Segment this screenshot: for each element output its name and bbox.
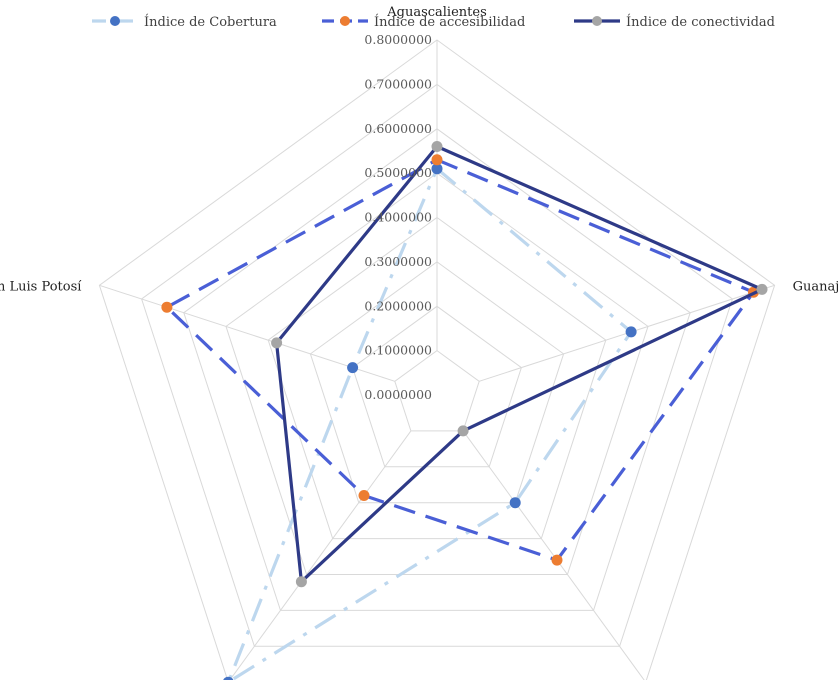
category-label-san-luis-potosi: San Luis Potosí [0,279,82,294]
data-point [431,163,443,175]
tick-label: 0.4000000 [364,210,432,225]
series-line [226,167,633,684]
grid-ring [352,305,522,468]
tick-label: 0.6000000 [364,121,432,136]
category-label-aguascalientes: Aguascalientes [386,5,487,20]
legend-swatch-marker [592,16,602,26]
tick-label: 0.5000000 [364,165,432,180]
series-line [165,158,756,562]
data-point [431,154,443,166]
legend-swatch-marker [340,16,350,26]
legend: Índice de Cobertura Índice de accesibilid… [92,14,775,30]
grid-ring [394,349,480,432]
grid-ring [183,128,691,611]
legend-item-indice-de-cobertura: Índice de Cobertura [92,14,277,30]
category-labels: AguascalientesGuanajuatoJaliscoQuerétaro… [0,5,839,294]
data-point [347,362,359,374]
data-point [551,554,563,566]
legend-item-indice-de-conectividad: Índice de conectividad [574,14,775,30]
grid-ring [309,261,565,504]
series-line [275,144,764,584]
tick-label: 0.2000000 [364,298,432,313]
grid-ring [225,172,649,575]
data-point [295,576,307,588]
data-point [625,326,637,338]
data-point [358,490,370,501]
category-label-guanajuato: Guanajuato [793,279,839,294]
radar-grid [98,39,776,683]
tick-label: 0.7000000 [364,76,432,91]
grid-spoke [99,284,395,382]
legend-item-indice-de-accesibilidad: Índice de accesibilidad [322,14,525,30]
tick-label: 0.1000000 [364,343,432,358]
data-point [756,283,768,295]
data-point [457,425,469,437]
tick-label: 0.3000000 [364,254,432,269]
tick-label: 0.0000000 [364,387,432,402]
axis-tick-labels: 0.0000000 0.1000000 0.2000000 0.3000000 0.40… [364,32,432,402]
data-point [509,497,521,509]
grid-spoke [227,430,412,683]
tick-label: 0.8000000 [364,32,432,47]
legend-label: Índice de conectividad [626,14,775,30]
series-indice-de-accesibilidad [161,154,759,566]
data-point [431,141,443,152]
series-indice-de-conectividad [271,141,768,588]
legend-swatch-marker [110,16,120,26]
data-point [161,301,173,313]
legend-label: Índice de Cobertura [144,14,277,30]
series-lines [161,141,768,684]
legend-label: Índice de accesibilidad [374,14,525,30]
data-point [271,337,283,349]
